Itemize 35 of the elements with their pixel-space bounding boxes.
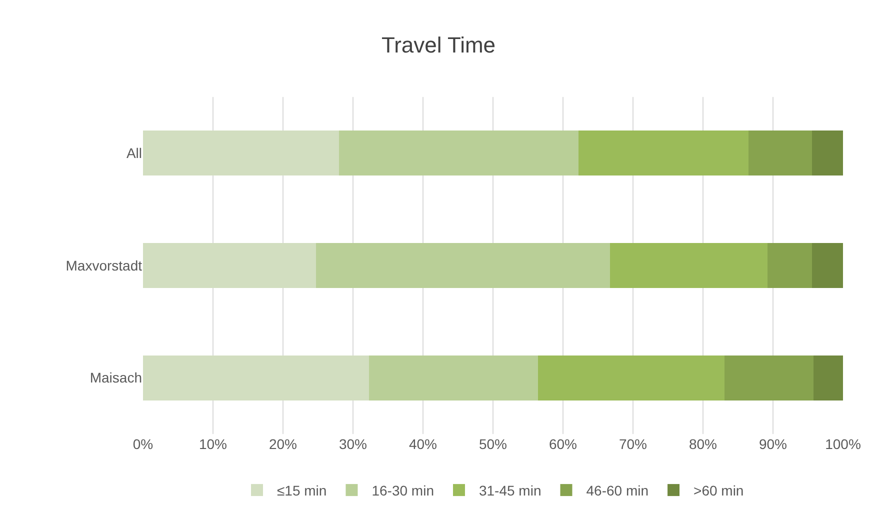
bar [369,355,538,400]
bar [143,355,370,400]
legend-label: >60 min [694,482,744,498]
legend-label: 16-30 min [372,482,434,498]
x-tick-label: 90% [758,436,788,452]
bar [814,355,843,400]
chart-title: Travel Time [381,32,496,58]
bar [724,355,814,400]
x-tick-label: 20% [268,436,298,452]
bar [812,130,843,176]
x-tick-label: 100% [825,436,861,452]
x-tick-label: 30% [338,436,368,452]
y-tick-label: All [126,145,142,162]
bar [748,130,812,176]
x-tick-label: 40% [408,436,438,452]
x-tick-label: 70% [618,436,648,452]
x-tick-label: 0% [132,436,154,452]
legend-label: 46-60 min [586,482,649,498]
bar [812,243,843,288]
y-tick-label: Maxvorstadt [66,257,142,274]
x-tick-label: 80% [688,436,718,452]
bar [316,243,610,288]
bar [143,130,339,176]
bar [767,243,812,288]
x-tick-label: 60% [548,436,578,452]
bar [578,130,748,176]
legend-label: ≤15 min [277,482,327,498]
bar [610,243,768,288]
bar [339,130,578,176]
y-tick-label: Maisach [90,370,142,386]
bar [538,355,725,400]
x-tick-label: 50% [478,436,508,452]
bar [143,243,316,288]
legend-label: 31-45 min [478,482,542,498]
x-tick-label: 10% [198,436,228,452]
